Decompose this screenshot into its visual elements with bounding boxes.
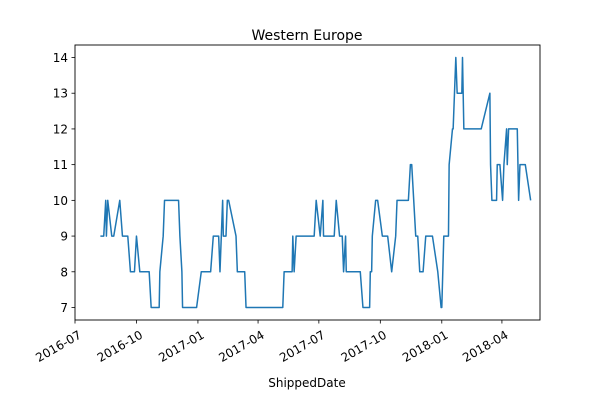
- y-tick-label: 10: [53, 194, 68, 208]
- y-tick-label: 14: [53, 51, 68, 65]
- y-tick-label: 8: [60, 265, 68, 279]
- y-tick-label: 12: [53, 122, 68, 136]
- series-layer: [100, 56, 532, 309]
- y-tick-label: 13: [53, 87, 68, 101]
- y-axis: 7 8 9 10 11 12 13 14: [53, 51, 75, 315]
- x-axis-label: ShippedDate: [268, 376, 345, 390]
- y-tick-label: 9: [60, 230, 68, 244]
- plot-frame: [74, 44, 541, 321]
- y-tick-label: 7: [60, 301, 68, 315]
- series-line-0: [100, 56, 532, 309]
- chart-title: Western Europe: [251, 28, 362, 44]
- y-tick-label: 11: [53, 158, 68, 172]
